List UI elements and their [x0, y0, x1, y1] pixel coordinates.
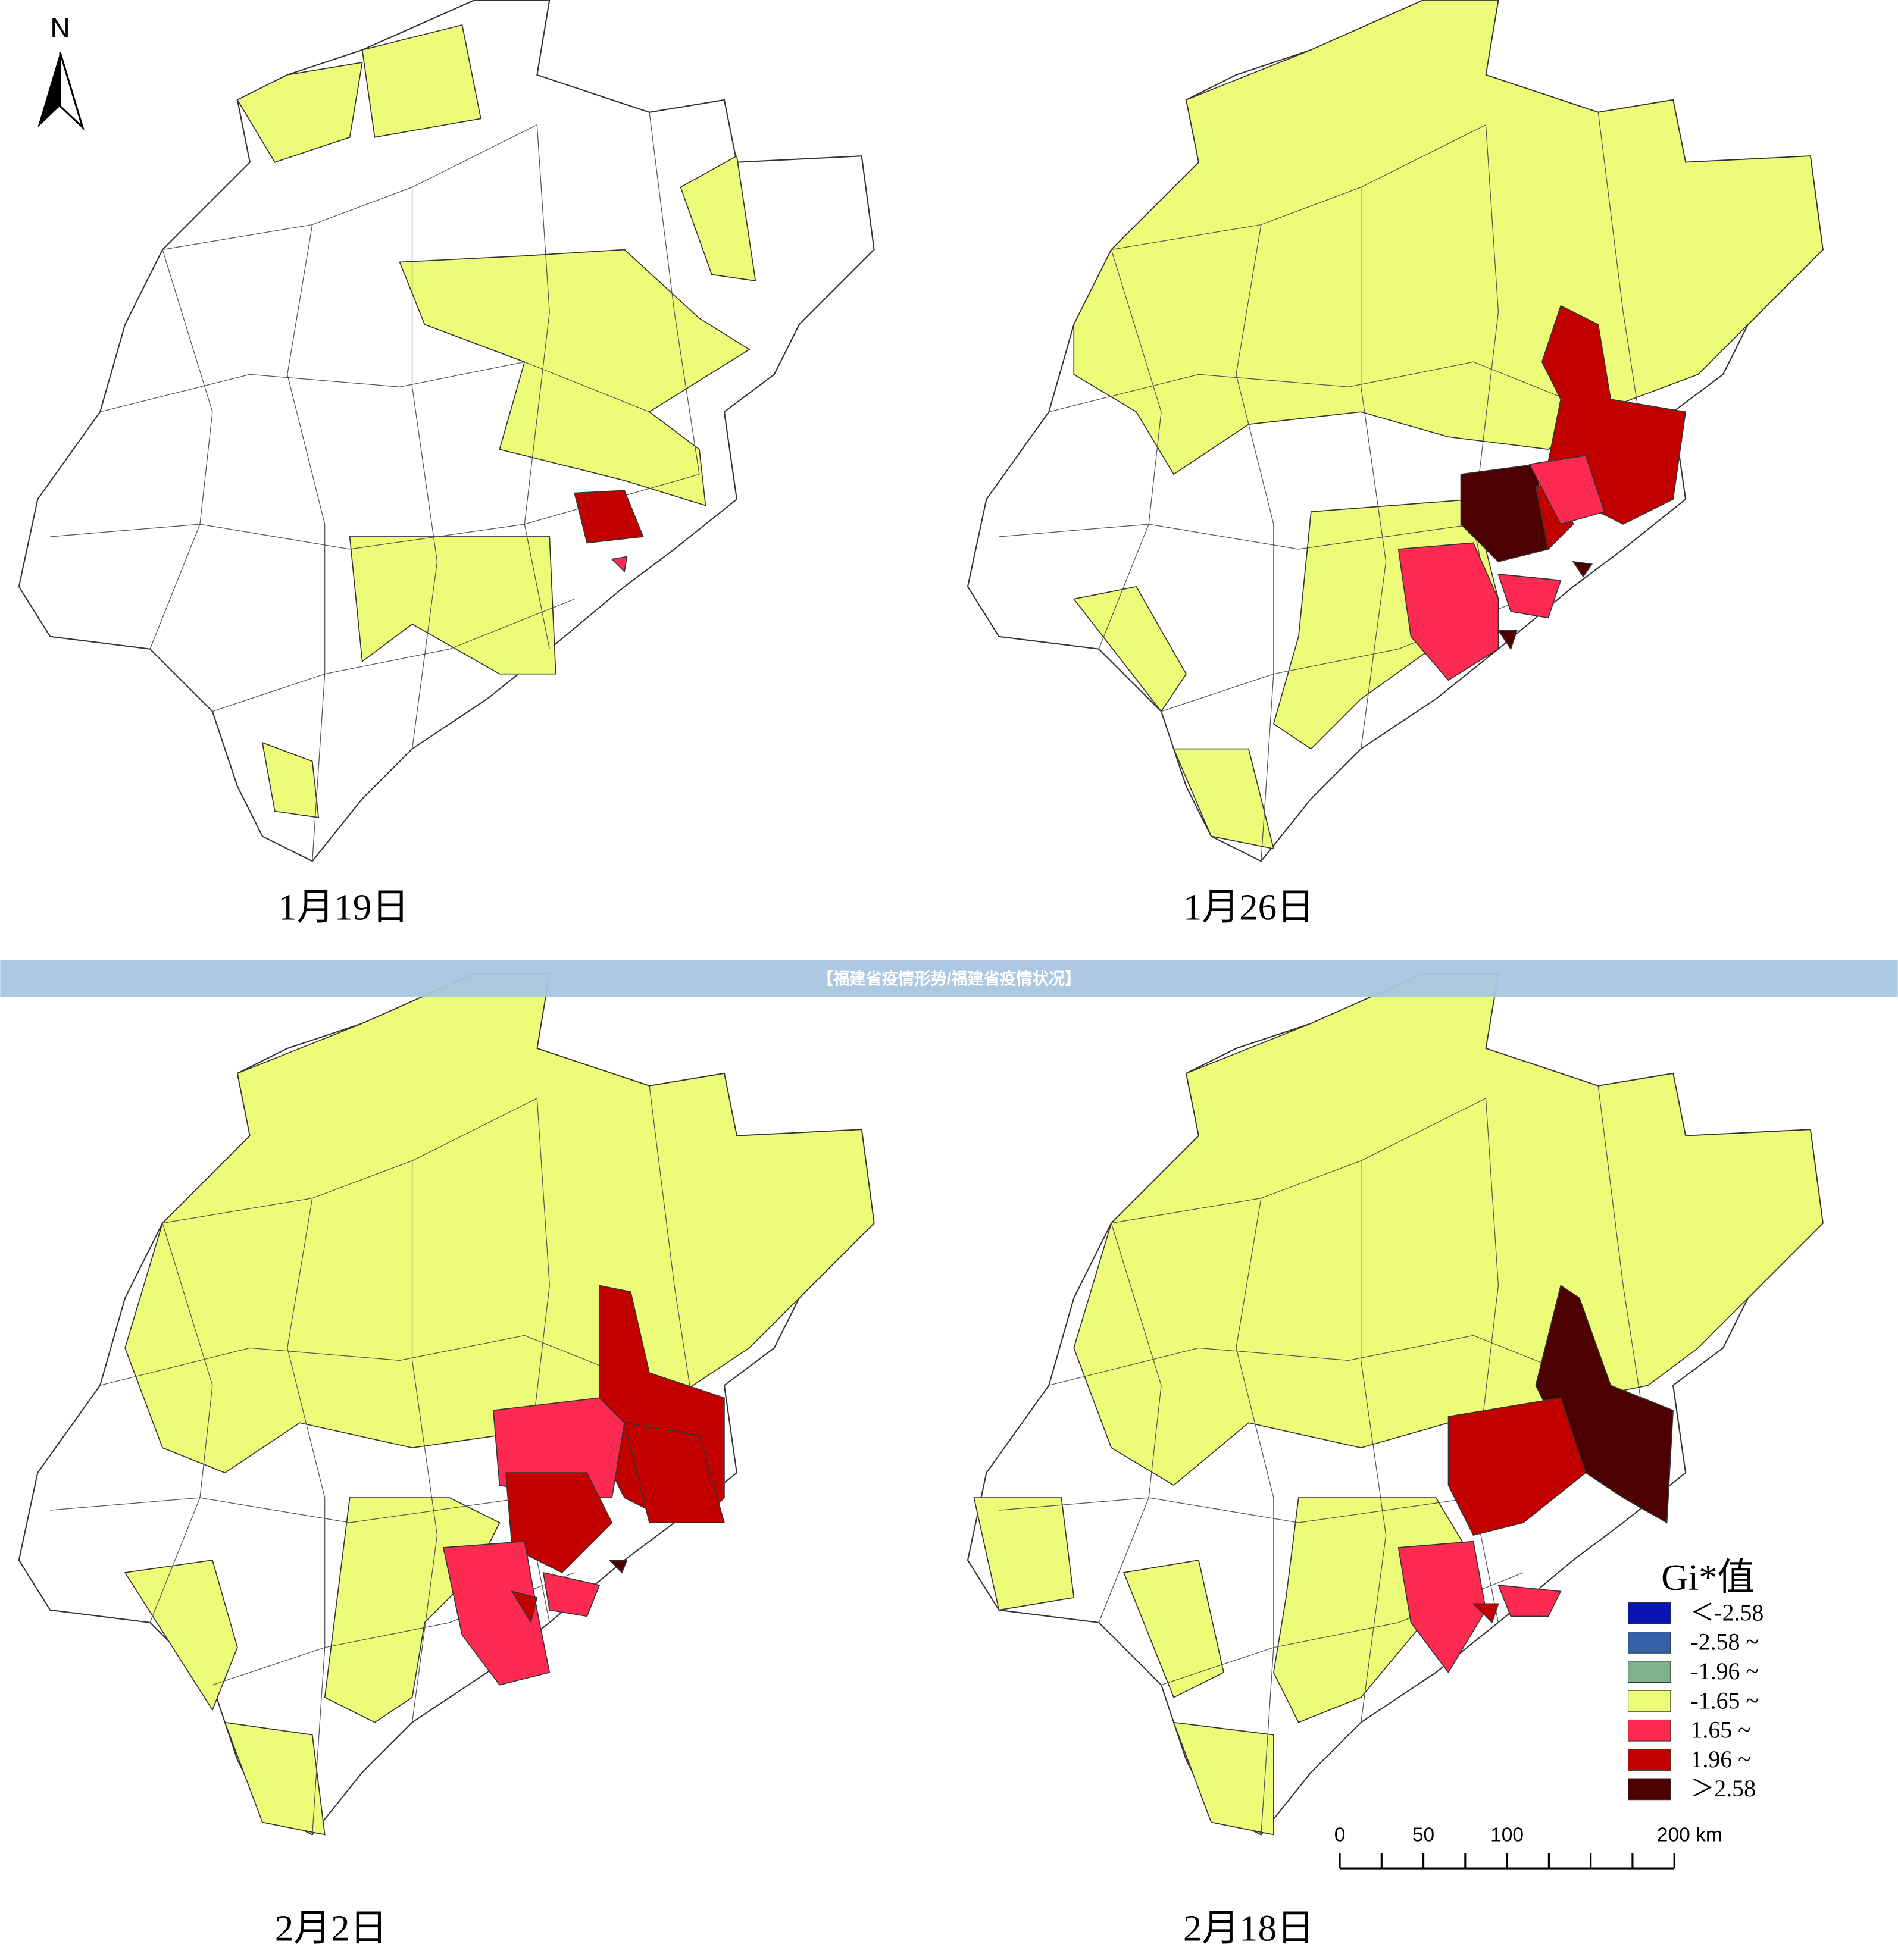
legend-swatch: [1628, 1632, 1671, 1654]
legend-swatch: [1628, 1749, 1671, 1771]
scale-label: 100: [1490, 1824, 1524, 1846]
map-panel: 2月18日: [967, 973, 1824, 1949]
scale-bar: 0 50 100 200 km: [1334, 1824, 1722, 1870]
legend-label: ＜-2.58: [1690, 1599, 1763, 1626]
legend: Gi*值 ＜-2.58 -2.58 ~ -1.96 ~-1.65 ~ 1.65 ~ 1.…: [1628, 1557, 1763, 1802]
banner: [0, 960, 1898, 997]
panel-date: 2月18日: [1183, 1907, 1314, 1949]
map-panel: 1月26日: [967, 0, 1824, 928]
legend-swatch: [1628, 1719, 1671, 1742]
legend-swatch: [1628, 1661, 1671, 1683]
legend-label: -2.58 ~: [1690, 1629, 1759, 1655]
panel-date: 1月26日: [1183, 887, 1314, 928]
legend-label: 1.96 ~: [1690, 1746, 1750, 1773]
map-panel: 2月2日: [18, 973, 875, 1949]
scale-label: 50: [1412, 1824, 1434, 1846]
scale-label: 200 km: [1657, 1824, 1722, 1846]
legend-swatch: [1628, 1778, 1671, 1801]
banner-text: 【福建省疫情形势/福建省疫情状况】: [817, 969, 1081, 988]
north-arrow: N: [37, 12, 85, 131]
map-panel: 1月19日: [18, 0, 875, 928]
legend-label: ＞2.58: [1690, 1775, 1756, 1802]
legend-title: Gi*值: [1661, 1557, 1755, 1598]
legend-swatch: [1628, 1602, 1671, 1624]
panel-date: 2月2日: [275, 1907, 387, 1949]
legend-label: 1.65 ~: [1690, 1717, 1750, 1743]
legend-label: -1.96 ~: [1690, 1658, 1759, 1685]
north-label: N: [50, 12, 70, 43]
legend-label: -1.65 ~: [1690, 1687, 1759, 1714]
legend-swatch: [1628, 1690, 1671, 1712]
scale-label: 0: [1334, 1824, 1346, 1846]
panel-date: 1月19日: [278, 887, 409, 928]
